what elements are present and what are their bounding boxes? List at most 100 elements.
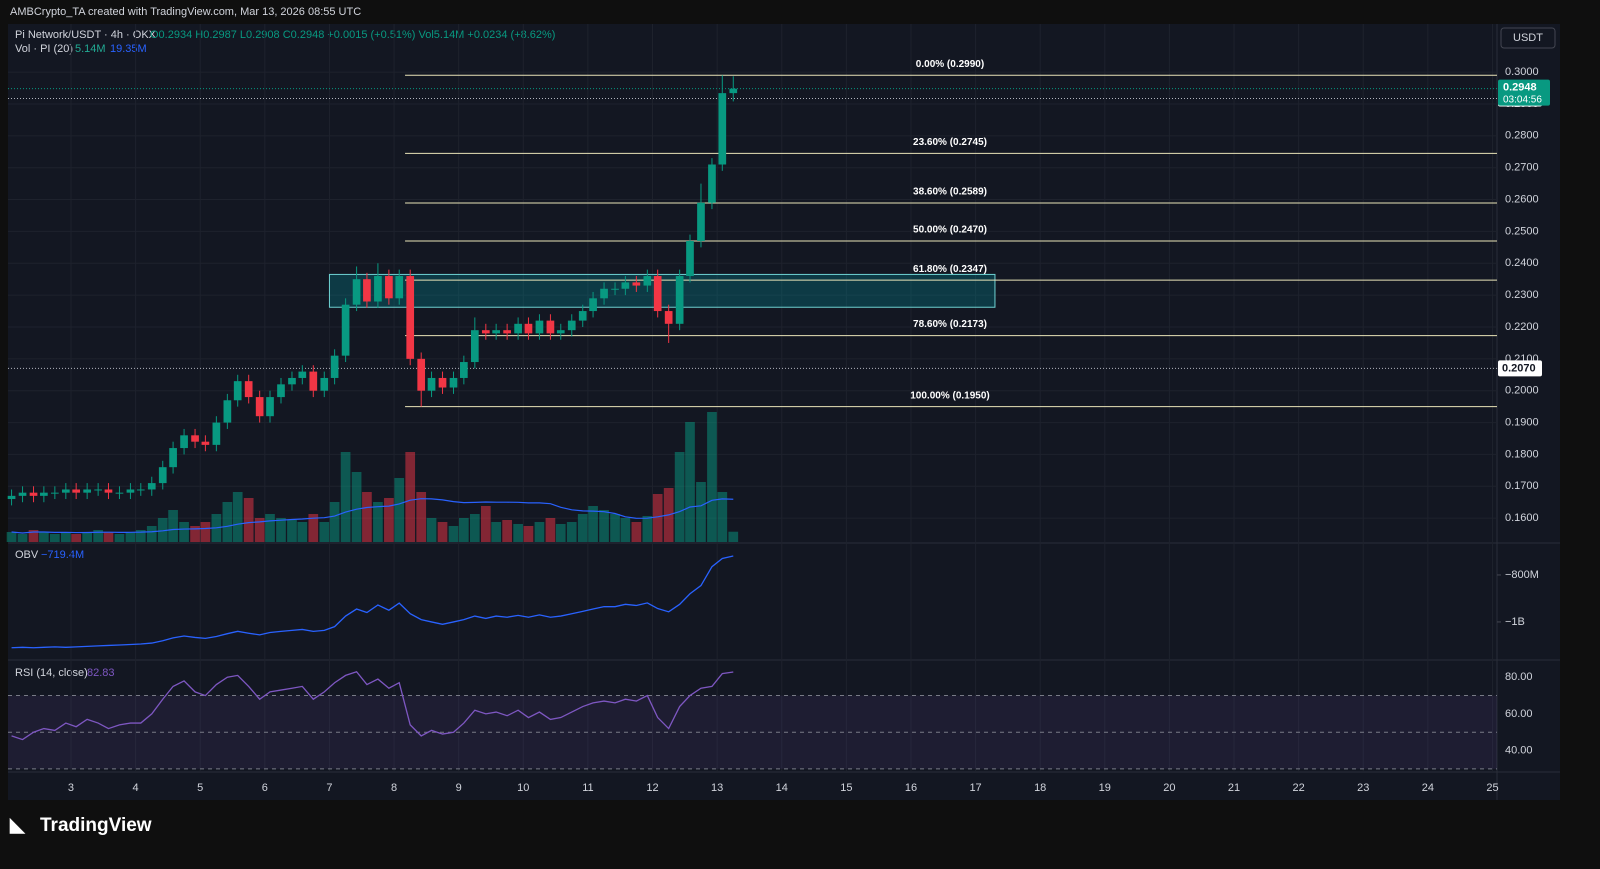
- y-tick-label: 0.1600: [1505, 512, 1539, 524]
- volume-bar: [652, 494, 663, 542]
- y-tick-label: 0.2400: [1505, 257, 1539, 269]
- volume-bar: [351, 472, 362, 542]
- volume-bar: [448, 526, 459, 542]
- volume-bar: [222, 502, 233, 542]
- candle-body: [546, 320, 555, 334]
- volume-bar: [82, 532, 92, 542]
- volume-bar: [114, 534, 125, 542]
- candle-body: [233, 381, 242, 401]
- candle-body: [427, 377, 436, 391]
- volume-bar: [39, 532, 49, 542]
- candle-body: [330, 355, 339, 378]
- fib-label: 0.00% (0.2990): [916, 59, 984, 70]
- candle-body: [697, 202, 705, 241]
- candle-body: [18, 492, 27, 496]
- candle-body: [514, 323, 522, 334]
- fib-label: 78.60% (0.2173): [913, 319, 987, 330]
- x-tick-label: 9: [456, 782, 462, 794]
- candle-body: [83, 489, 91, 493]
- candle-body: [29, 492, 38, 496]
- candle-body: [406, 276, 415, 359]
- candle-body: [708, 164, 716, 203]
- volume-bar: [135, 530, 146, 542]
- volume-bar: [200, 522, 211, 542]
- candle-body: [385, 276, 393, 299]
- x-tick-label: 24: [1422, 782, 1434, 794]
- candle-body: [277, 384, 285, 398]
- fib-label: 61.80% (0.2347): [913, 264, 987, 275]
- volume-bar: [491, 522, 501, 542]
- volume-bar: [60, 532, 71, 542]
- volume-bar: [329, 502, 340, 542]
- volume-bar: [49, 534, 60, 542]
- candle-body: [104, 489, 113, 493]
- volume-bar: [340, 452, 351, 542]
- volume-bar: [642, 516, 653, 542]
- y-tick-label: 0.2200: [1505, 321, 1539, 333]
- symbol: Pi Network/USDT · 4h · OKX: [15, 29, 157, 41]
- candle-body: [395, 276, 404, 299]
- candle-body: [201, 441, 210, 445]
- candle-body: [449, 377, 458, 388]
- chart-area: [8, 24, 1560, 800]
- volume-bar: [71, 534, 82, 542]
- volume-bar: [362, 492, 372, 542]
- volume-bar: [373, 502, 383, 542]
- x-tick-label: 5: [197, 782, 203, 794]
- volume-bar: [437, 522, 448, 542]
- candle-body: [578, 311, 587, 321]
- x-tick-label: 10: [517, 782, 529, 794]
- y-tick-label: 0.2600: [1505, 193, 1539, 205]
- currency-button[interactable]: [1500, 27, 1556, 49]
- volume-ma: 19.35M: [110, 43, 147, 55]
- ohlc-legend: O0.2934 H0.2987 L0.2908 C0.2948 +0.0015 …: [150, 29, 555, 41]
- candle-body: [567, 320, 576, 331]
- last-price-label: 0.2948: [1503, 82, 1537, 94]
- volume-bar: [685, 422, 695, 542]
- candle-body: [244, 381, 253, 398]
- fib-label: 100.00% (0.1950): [910, 390, 990, 401]
- volume-bar: [674, 452, 685, 542]
- volume-bar: [588, 506, 598, 542]
- obv-tick-label: −800M: [1505, 569, 1539, 581]
- candle-body: [115, 492, 124, 494]
- header: AMBCrypto_TA created with TradingView.co…: [10, 6, 361, 18]
- y-tick-label: 0.2800: [1505, 130, 1539, 142]
- volume-bar: [631, 522, 642, 542]
- candle-body: [61, 489, 70, 493]
- candle-body: [589, 298, 597, 312]
- y-tick-label: 0.1800: [1505, 448, 1539, 460]
- currency[interactable]: USDT: [1513, 32, 1543, 44]
- candle-body: [492, 330, 500, 334]
- candle-body: [363, 279, 371, 302]
- candle-body: [136, 489, 145, 491]
- price-tag: [1498, 360, 1542, 377]
- brand: TradingView: [40, 815, 152, 836]
- fib-label: 50.00% (0.2470): [913, 225, 987, 236]
- volume-bar: [469, 514, 480, 542]
- fib-label: 23.60% (0.2745): [913, 137, 987, 148]
- volume-bar: [577, 514, 588, 542]
- volume-bar: [458, 518, 469, 542]
- x-tick-label: 22: [1293, 782, 1305, 794]
- x-tick-label: 18: [1034, 782, 1046, 794]
- volume-bar: [232, 492, 243, 542]
- volume-bar: [534, 522, 545, 542]
- volume-value: 5.14M: [75, 43, 106, 55]
- candle-body: [611, 288, 619, 290]
- volume-bar: [384, 498, 394, 542]
- volume-bar: [168, 510, 178, 542]
- candle-body: [417, 358, 426, 391]
- y-tick-label: 0.2000: [1505, 385, 1539, 397]
- x-tick-label: 16: [905, 782, 917, 794]
- candle-body: [341, 304, 350, 356]
- volume-bar: [157, 518, 168, 542]
- volume-bar: [287, 520, 297, 542]
- rsi-line: [11, 670, 734, 741]
- candle-body: [72, 489, 81, 493]
- volume-bar: [308, 514, 319, 542]
- x-tick-label: 15: [840, 782, 852, 794]
- x-tick-label: 12: [646, 782, 658, 794]
- volume-bar: [696, 482, 706, 542]
- volume-bar: [426, 518, 437, 542]
